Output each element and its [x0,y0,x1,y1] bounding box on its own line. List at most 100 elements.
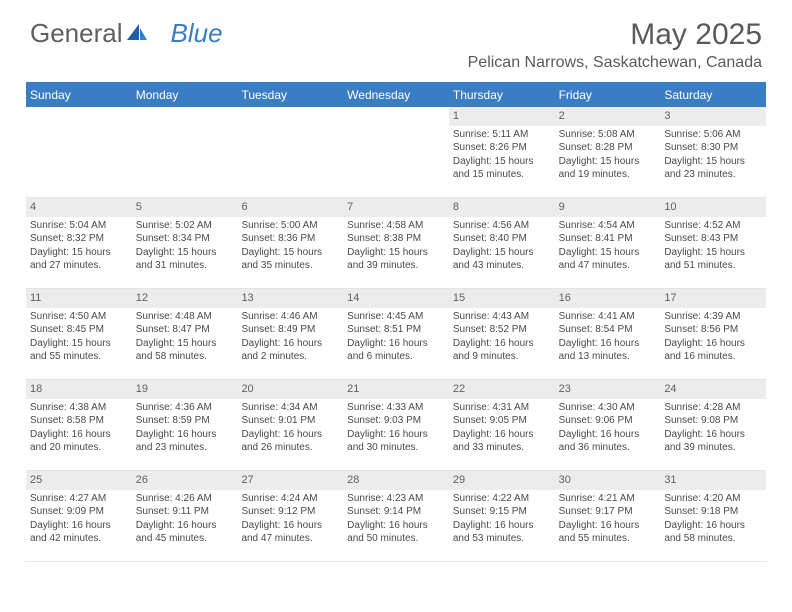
day-details: Sunrise: 4:39 AMSunset: 8:56 PMDaylight:… [660,308,766,366]
day-number: 12 [132,289,238,308]
day-cell: 4Sunrise: 5:04 AMSunset: 8:32 PMDaylight… [26,198,132,288]
day-number: 29 [449,471,555,490]
day-details: Sunrise: 4:30 AMSunset: 9:06 PMDaylight:… [555,399,661,457]
day-cell: 20Sunrise: 4:34 AMSunset: 9:01 PMDayligh… [237,380,343,470]
day-number: 18 [26,380,132,399]
daylight-text: Daylight: 16 hours and 33 minutes. [453,428,551,455]
day-details: Sunrise: 5:02 AMSunset: 8:34 PMDaylight:… [132,217,238,275]
daylight-text: Daylight: 16 hours and 53 minutes. [453,519,551,546]
weekday-header-row: Sunday Monday Tuesday Wednesday Thursday… [26,83,766,107]
day-details: Sunrise: 4:46 AMSunset: 8:49 PMDaylight:… [237,308,343,366]
day-number: 25 [26,471,132,490]
logo-text-general: General [30,18,123,49]
day-cell: 15Sunrise: 4:43 AMSunset: 8:52 PMDayligh… [449,289,555,379]
week-row: 11Sunrise: 4:50 AMSunset: 8:45 PMDayligh… [26,289,766,380]
day-details: Sunrise: 4:38 AMSunset: 8:58 PMDaylight:… [26,399,132,457]
sunrise-text: Sunrise: 4:52 AM [664,219,762,233]
day-cell [26,107,132,197]
daylight-text: Daylight: 16 hours and 36 minutes. [559,428,657,455]
daylight-text: Daylight: 15 hours and 23 minutes. [664,155,762,182]
day-details: Sunrise: 4:41 AMSunset: 8:54 PMDaylight:… [555,308,661,366]
sunset-text: Sunset: 9:05 PM [453,414,551,428]
sunset-text: Sunset: 9:03 PM [347,414,445,428]
sunset-text: Sunset: 8:26 PM [453,141,551,155]
day-number: 23 [555,380,661,399]
daylight-text: Daylight: 16 hours and 6 minutes. [347,337,445,364]
daylight-text: Daylight: 15 hours and 55 minutes. [30,337,128,364]
day-cell: 12Sunrise: 4:48 AMSunset: 8:47 PMDayligh… [132,289,238,379]
sunset-text: Sunset: 8:41 PM [559,232,657,246]
day-cell: 31Sunrise: 4:20 AMSunset: 9:18 PMDayligh… [660,471,766,561]
day-details: Sunrise: 4:28 AMSunset: 9:08 PMDaylight:… [660,399,766,457]
day-number: 8 [449,198,555,217]
day-cell: 28Sunrise: 4:23 AMSunset: 9:14 PMDayligh… [343,471,449,561]
day-details: Sunrise: 5:06 AMSunset: 8:30 PMDaylight:… [660,126,766,184]
sunrise-text: Sunrise: 4:30 AM [559,401,657,415]
sunrise-text: Sunrise: 4:34 AM [241,401,339,415]
weekday-header: Thursday [449,83,555,107]
day-details: Sunrise: 4:34 AMSunset: 9:01 PMDaylight:… [237,399,343,457]
day-number: 20 [237,380,343,399]
location-text: Pelican Narrows, Saskatchewan, Canada [468,54,762,72]
day-cell: 10Sunrise: 4:52 AMSunset: 8:43 PMDayligh… [660,198,766,288]
sunrise-text: Sunrise: 4:46 AM [241,310,339,324]
sunrise-text: Sunrise: 4:33 AM [347,401,445,415]
day-cell: 9Sunrise: 4:54 AMSunset: 8:41 PMDaylight… [555,198,661,288]
daylight-text: Daylight: 15 hours and 58 minutes. [136,337,234,364]
calendar: Sunday Monday Tuesday Wednesday Thursday… [26,82,766,562]
day-details: Sunrise: 5:08 AMSunset: 8:28 PMDaylight:… [555,126,661,184]
day-cell: 17Sunrise: 4:39 AMSunset: 8:56 PMDayligh… [660,289,766,379]
weekday-header: Sunday [26,83,132,107]
sunrise-text: Sunrise: 5:08 AM [559,128,657,142]
day-details: Sunrise: 5:00 AMSunset: 8:36 PMDaylight:… [237,217,343,275]
day-number: 13 [237,289,343,308]
day-number [26,107,132,111]
daylight-text: Daylight: 16 hours and 16 minutes. [664,337,762,364]
day-number: 16 [555,289,661,308]
weekday-header: Saturday [660,83,766,107]
day-cell: 14Sunrise: 4:45 AMSunset: 8:51 PMDayligh… [343,289,449,379]
day-cell: 21Sunrise: 4:33 AMSunset: 9:03 PMDayligh… [343,380,449,470]
sunrise-text: Sunrise: 4:45 AM [347,310,445,324]
daylight-text: Daylight: 16 hours and 39 minutes. [664,428,762,455]
week-row: 4Sunrise: 5:04 AMSunset: 8:32 PMDaylight… [26,198,766,289]
day-number [132,107,238,111]
day-details: Sunrise: 4:20 AMSunset: 9:18 PMDaylight:… [660,490,766,548]
sunset-text: Sunset: 9:06 PM [559,414,657,428]
day-cell: 23Sunrise: 4:30 AMSunset: 9:06 PMDayligh… [555,380,661,470]
daylight-text: Daylight: 16 hours and 50 minutes. [347,519,445,546]
daylight-text: Daylight: 15 hours and 51 minutes. [664,246,762,273]
sunset-text: Sunset: 8:59 PM [136,414,234,428]
day-details: Sunrise: 4:27 AMSunset: 9:09 PMDaylight:… [26,490,132,548]
sunrise-text: Sunrise: 4:36 AM [136,401,234,415]
day-number: 7 [343,198,449,217]
day-cell: 30Sunrise: 4:21 AMSunset: 9:17 PMDayligh… [555,471,661,561]
logo-text-blue: Blue [171,18,223,49]
day-number: 27 [237,471,343,490]
day-number: 30 [555,471,661,490]
day-number: 11 [26,289,132,308]
sunrise-text: Sunrise: 4:26 AM [136,492,234,506]
day-details: Sunrise: 5:11 AMSunset: 8:26 PMDaylight:… [449,126,555,184]
day-cell: 6Sunrise: 5:00 AMSunset: 8:36 PMDaylight… [237,198,343,288]
day-details: Sunrise: 4:58 AMSunset: 8:38 PMDaylight:… [343,217,449,275]
day-cell: 16Sunrise: 4:41 AMSunset: 8:54 PMDayligh… [555,289,661,379]
day-details: Sunrise: 4:31 AMSunset: 9:05 PMDaylight:… [449,399,555,457]
day-cell: 1Sunrise: 5:11 AMSunset: 8:26 PMDaylight… [449,107,555,197]
sunset-text: Sunset: 8:51 PM [347,323,445,337]
day-number: 6 [237,198,343,217]
day-cell: 13Sunrise: 4:46 AMSunset: 8:49 PMDayligh… [237,289,343,379]
day-number: 28 [343,471,449,490]
day-details: Sunrise: 4:50 AMSunset: 8:45 PMDaylight:… [26,308,132,366]
day-number: 22 [449,380,555,399]
daylight-text: Daylight: 15 hours and 15 minutes. [453,155,551,182]
day-number: 10 [660,198,766,217]
sunrise-text: Sunrise: 4:24 AM [241,492,339,506]
sunrise-text: Sunrise: 4:23 AM [347,492,445,506]
sunrise-text: Sunrise: 4:20 AM [664,492,762,506]
day-details: Sunrise: 4:33 AMSunset: 9:03 PMDaylight:… [343,399,449,457]
day-details: Sunrise: 4:36 AMSunset: 8:59 PMDaylight:… [132,399,238,457]
sunset-text: Sunset: 8:32 PM [30,232,128,246]
day-cell: 2Sunrise: 5:08 AMSunset: 8:28 PMDaylight… [555,107,661,197]
daylight-text: Daylight: 16 hours and 13 minutes. [559,337,657,364]
